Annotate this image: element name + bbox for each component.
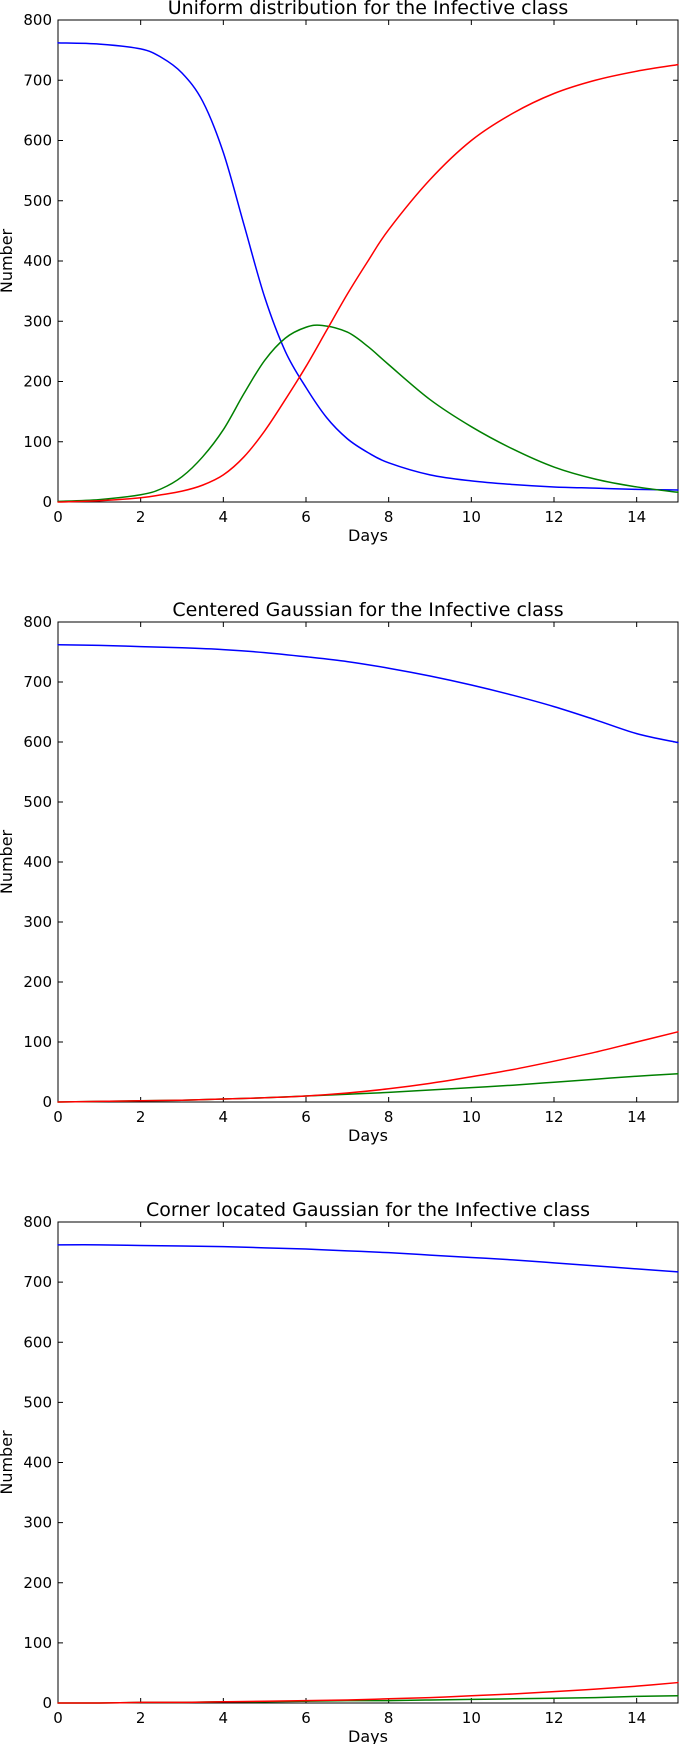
y-tick-label: 400 (23, 853, 52, 871)
x-tick-label: 10 (462, 508, 481, 526)
y-tick-label: 800 (23, 1213, 52, 1231)
y-tick-label: 600 (23, 132, 52, 150)
y-tick-label: 500 (23, 793, 52, 811)
y-axis-label: Number (0, 1430, 16, 1495)
x-tick-label: 0 (53, 1709, 63, 1727)
x-axis-label: Days (348, 1126, 388, 1145)
x-tick-label: 4 (219, 1709, 229, 1727)
chart-title: Corner located Gaussian for the Infectiv… (146, 1199, 590, 1221)
y-tick-label: 100 (23, 1634, 52, 1652)
y-tick-label: 600 (23, 733, 52, 751)
x-tick-label: 10 (462, 1709, 481, 1727)
x-tick-label: 14 (627, 508, 646, 526)
y-tick-label: 300 (23, 913, 52, 931)
x-tick-label: 0 (53, 1108, 63, 1126)
chart-panel-2: 0 2 4 6 8 10 12 14 0 100 200 300 400 500 600 700 800 Cent… (0, 599, 679, 1145)
chart-panel-3: 0 2 4 6 8 10 12 14 0 100 200 300 400 500 600 700 800 Corn… (0, 1199, 679, 1746)
y-tick-label: 700 (23, 673, 52, 691)
x-tick-label: 2 (136, 1709, 146, 1727)
x-tick-label: 12 (544, 508, 563, 526)
plot-frame (57, 621, 679, 1103)
y-tick-label: 400 (23, 1454, 52, 1472)
y-tick-label: 100 (23, 433, 52, 451)
y-tick-label: 0 (42, 493, 52, 511)
series-line-3 (57, 1681, 679, 1704)
x-tick-label: 10 (462, 1108, 481, 1126)
y-tick-label: 800 (23, 11, 52, 29)
series-line-2 (57, 1073, 679, 1103)
chart-title: Uniform distribution for the Infective c… (168, 0, 569, 19)
x-tick-label: 14 (627, 1709, 646, 1727)
series-line-3 (57, 63, 679, 503)
y-tick-label: 0 (42, 1694, 52, 1712)
series-line-1 (57, 644, 679, 744)
x-tick-label: 12 (544, 1108, 563, 1126)
y-tick-label: 300 (23, 1514, 52, 1532)
x-tick-label: 2 (136, 1108, 146, 1126)
y-tick-label: 200 (23, 373, 52, 391)
y-tick-label: 300 (23, 312, 52, 330)
series-line-1 (57, 1244, 679, 1273)
y-tick-label: 700 (23, 71, 52, 89)
y-tick-label: 500 (23, 192, 52, 210)
series-line-3 (57, 1031, 679, 1103)
x-tick-label: 0 (53, 508, 63, 526)
x-tick-label: 6 (301, 508, 311, 526)
plot-frame (57, 1221, 679, 1704)
y-tick-label: 0 (42, 1093, 52, 1111)
y-tick-label: 100 (23, 1033, 52, 1051)
y-axis-label: Number (0, 228, 16, 293)
x-tick-label: 6 (301, 1108, 311, 1126)
x-tick-label: 4 (219, 1108, 229, 1126)
x-tick-label: 4 (219, 508, 229, 526)
y-tick-label: 500 (23, 1393, 52, 1411)
y-tick-label: 600 (23, 1333, 52, 1351)
x-tick-label: 8 (384, 1108, 394, 1126)
chart-panel-1: 0 2 4 6 8 10 12 14 0 100 200 300 400 500 600 700 800 Unif… (0, 0, 679, 545)
series-line-2 (57, 324, 679, 503)
x-tick-label: 8 (384, 508, 394, 526)
x-tick-label: 6 (301, 1709, 311, 1727)
chart-title: Centered Gaussian for the Infective clas… (172, 599, 563, 621)
x-axis-label: Days (348, 1727, 388, 1744)
x-tick-label: 8 (384, 1709, 394, 1727)
x-tick-label: 12 (544, 1709, 563, 1727)
y-axis-label: Number (0, 829, 16, 894)
y-tick-label: 800 (23, 613, 52, 631)
y-tick-label: 200 (23, 1574, 52, 1592)
y-tick-label: 200 (23, 973, 52, 991)
y-tick-label: 400 (23, 252, 52, 270)
x-tick-label: 14 (627, 1108, 646, 1126)
y-tick-label: 700 (23, 1273, 52, 1291)
x-axis-label: Days (348, 526, 388, 545)
x-tick-label: 2 (136, 508, 146, 526)
series-line-1 (57, 42, 679, 491)
